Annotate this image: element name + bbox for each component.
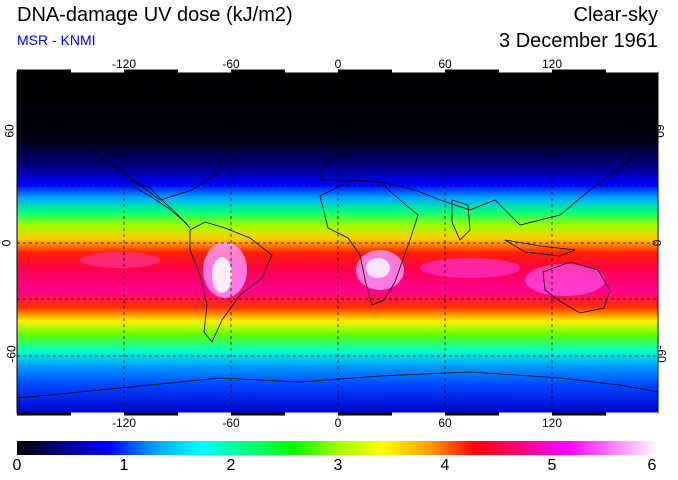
lon-tick-bottom: -120 bbox=[111, 416, 137, 430]
lat-tick-left: 60 bbox=[2, 124, 17, 138]
colorbar-label: 1 bbox=[119, 457, 129, 474]
map-title: DNA-damage UV dose (kJ/m2) bbox=[17, 4, 293, 26]
map-field bbox=[17, 72, 658, 413]
lon-tick-top: -60 bbox=[222, 57, 240, 71]
lat-tick-right: 0 bbox=[649, 239, 664, 247]
color-scale-bar bbox=[17, 441, 658, 455]
sky-condition-label: Clear-sky bbox=[573, 4, 658, 26]
colorbar-label: 2 bbox=[226, 457, 236, 474]
lat-tick-right: 60 bbox=[652, 124, 667, 138]
lat-tick-right: -60 bbox=[654, 345, 669, 363]
lon-tick-top: -120 bbox=[111, 57, 137, 71]
lon-tick-bottom: 120 bbox=[541, 416, 563, 430]
lon-tick-top: 0 bbox=[334, 57, 342, 71]
frame-border-ticks bbox=[17, 69, 658, 416]
lon-tick-bottom: -60 bbox=[222, 416, 240, 430]
colorbar-label: 3 bbox=[333, 457, 343, 474]
source-label: MSR - KNMI bbox=[17, 32, 96, 48]
date-label: 3 December 1961 bbox=[499, 30, 658, 52]
colorbar-label: 4 bbox=[440, 457, 450, 474]
colorbar-label: 6 bbox=[647, 457, 657, 474]
uv-dose-map bbox=[16, 69, 659, 416]
colorbar-label: 5 bbox=[547, 457, 557, 474]
lon-tick-bottom: 0 bbox=[334, 416, 342, 430]
colorbar-label: 0 bbox=[12, 457, 22, 474]
lon-tick-top: 60 bbox=[438, 57, 452, 71]
lat-tick-left: 0 bbox=[0, 239, 14, 247]
lat-tick-left: -60 bbox=[4, 345, 19, 363]
graticule bbox=[17, 72, 658, 413]
lon-tick-bottom: 60 bbox=[438, 416, 452, 430]
lon-tick-top: 120 bbox=[541, 57, 563, 71]
